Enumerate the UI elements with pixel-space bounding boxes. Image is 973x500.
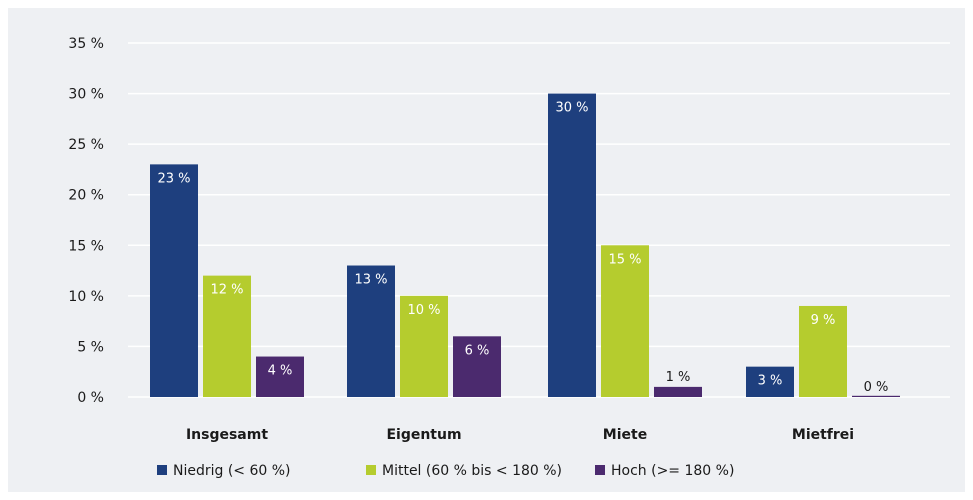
bar — [548, 93, 596, 398]
y-tick-label: 5 % — [77, 339, 104, 355]
y-tick-label: 30 % — [68, 87, 104, 103]
bar — [799, 305, 847, 397]
legend-swatch — [366, 465, 376, 475]
x-category-label: Miete — [603, 427, 647, 443]
bar — [852, 395, 900, 397]
data-label: 12 % — [210, 283, 243, 298]
bar — [150, 164, 198, 397]
legend-swatch — [595, 465, 605, 475]
bar — [654, 386, 702, 397]
y-tick-label: 35 % — [68, 36, 104, 52]
x-category-label: Mietfrei — [792, 427, 854, 443]
data-label: 1 % — [666, 370, 691, 385]
legend-label: Niedrig (< 60 %) — [173, 463, 291, 479]
bar — [601, 245, 649, 397]
y-tick-label: 25 % — [68, 137, 104, 153]
bar — [453, 336, 501, 397]
legend-swatch — [157, 465, 167, 475]
x-category-label: Insgesamt — [186, 427, 268, 443]
y-tick-label: 20 % — [68, 188, 104, 204]
data-label: 9 % — [811, 313, 836, 328]
data-label: 0 % — [864, 380, 889, 395]
y-tick-label: 15 % — [68, 238, 104, 254]
legend-label: Mittel (60 % bis < 180 %) — [382, 463, 562, 479]
data-label: 4 % — [268, 364, 293, 379]
data-label: 3 % — [758, 374, 783, 389]
bar — [746, 366, 794, 397]
bar — [203, 275, 251, 397]
legend-label: Hoch (>= 180 %) — [611, 463, 734, 479]
data-label: 23 % — [157, 171, 190, 186]
bar — [256, 356, 304, 397]
bar — [400, 295, 448, 397]
bar — [347, 265, 395, 397]
data-label: 13 % — [354, 273, 387, 288]
data-label: 6 % — [465, 343, 490, 358]
x-category-label: Eigentum — [386, 427, 461, 443]
data-label: 15 % — [608, 252, 641, 267]
data-label: 30 % — [555, 101, 588, 116]
y-tick-label: 0 % — [77, 390, 104, 406]
data-label: 10 % — [407, 303, 440, 318]
y-tick-label: 10 % — [68, 289, 104, 305]
